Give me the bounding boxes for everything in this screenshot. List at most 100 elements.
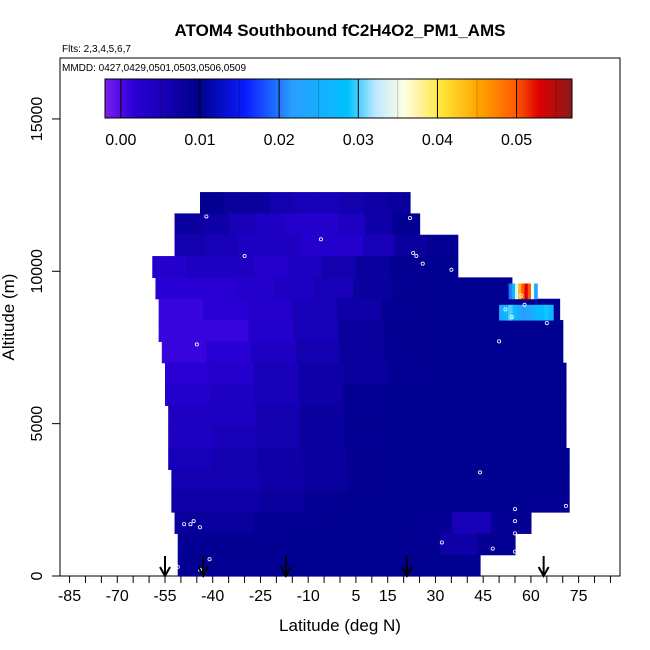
- heatmap-cell: [491, 512, 532, 534]
- heatmap-cell: [527, 283, 532, 300]
- heatmap-cell: [292, 298, 338, 321]
- heatmap-cell: [290, 533, 329, 556]
- heatmap-cell: [177, 533, 216, 556]
- heatmap-cell: [423, 256, 459, 278]
- heatmap-cell: [386, 192, 411, 214]
- heatmap-cell: [177, 554, 212, 577]
- sample-point: [513, 506, 518, 511]
- heatmap-cell: [295, 341, 341, 364]
- colorbar-tick-label: 0.04: [422, 132, 453, 149]
- heatmap-cell: [246, 192, 271, 214]
- colorbar-tick-label: 0.02: [264, 132, 295, 149]
- heatmap-cell: [394, 234, 427, 257]
- heatmap-cell: [252, 533, 291, 556]
- heatmap-cell: [517, 304, 523, 321]
- heatmap-cell: [298, 362, 344, 385]
- heatmap-cell: [392, 213, 421, 236]
- sample-point: [481, 557, 486, 562]
- heatmap-cell: [511, 283, 516, 300]
- heatmap-cell: [237, 234, 270, 257]
- heatmap-cell: [165, 384, 211, 406]
- heatmap-cell: [343, 384, 389, 406]
- heatmap-cell: [268, 234, 302, 257]
- heatmap-cell: [174, 234, 207, 257]
- heatmap-cell: [301, 448, 347, 470]
- heatmap-cell: [432, 362, 478, 385]
- heatmap-cell: [480, 490, 526, 513]
- heatmap-cell: [298, 384, 344, 406]
- heatmap-cell: [521, 405, 567, 428]
- heatmap-cell: [353, 277, 394, 300]
- heatmap-cell: [524, 448, 570, 470]
- y-axis: 0 5000 10000 15000: [29, 97, 60, 580]
- sample-point: [207, 557, 212, 562]
- heatmap-cell: [161, 341, 207, 364]
- heatmap-cell: [256, 213, 285, 236]
- heatmap-cell: [212, 426, 258, 449]
- heatmap-cell: [300, 426, 346, 449]
- heatmap-cell: [508, 304, 514, 321]
- heatmap-cell: [389, 405, 434, 428]
- heatmap-cell: [344, 426, 390, 449]
- sample-point: [503, 307, 508, 312]
- heatmap-cell: [212, 448, 258, 470]
- colorbar-tick-label: 0.05: [501, 132, 532, 149]
- sample-point: [242, 254, 247, 259]
- chart-title: ATOM4 Southbound fC2H4O2_PM1_AMS: [175, 21, 506, 40]
- sample-point: [563, 503, 568, 508]
- x-tick-label: 15: [379, 588, 397, 605]
- heatmap-cell: [440, 533, 479, 556]
- heatmap-cell: [476, 362, 522, 385]
- heatmap-cell: [300, 234, 333, 257]
- heatmap-cell: [477, 426, 523, 449]
- heatmap-cell: [534, 283, 538, 300]
- heatmap-cell: [402, 533, 441, 556]
- heatmap-cell: [168, 426, 213, 449]
- heatmap-cell: [526, 304, 532, 321]
- heatmap-cell: [346, 448, 392, 470]
- heatmap-cell: [392, 469, 438, 492]
- heatmap-cell: [203, 298, 249, 321]
- heatmap-cell: [530, 283, 535, 300]
- x-tick-label: 60: [522, 588, 540, 605]
- heatmap-cell: [548, 304, 554, 321]
- heatmap-cell: [195, 277, 236, 300]
- heatmap-cell: [348, 469, 393, 492]
- sample-point: [194, 342, 199, 347]
- heatmap-cell: [310, 213, 339, 236]
- flight-arrows: [159, 556, 550, 579]
- heatmap-cell: [283, 213, 312, 236]
- heatmap-cell: [344, 405, 390, 428]
- sample-point: [513, 519, 518, 524]
- heatmap-cell: [171, 490, 217, 513]
- sample-point: [191, 519, 196, 524]
- heatmap-cell: [343, 362, 389, 385]
- sample-point: [204, 214, 209, 219]
- heatmap-cell: [432, 384, 478, 406]
- heatmap-cell: [363, 234, 396, 257]
- heatmap-cell: [503, 304, 509, 321]
- heatmap-cell: [521, 384, 567, 406]
- heatmap-cell: [206, 234, 239, 257]
- sample-point: [497, 339, 502, 344]
- colorbar-ticks: 0.00 0.01 0.02 0.03 0.04 0.05: [105, 79, 557, 149]
- x-axis: -85 -70 -55 -40 -25 -10 5 15 30 45 60 75: [58, 576, 611, 605]
- y-tick-label: 10000: [29, 249, 46, 294]
- flight-arrow: [280, 556, 292, 579]
- heatmap-cell: [383, 320, 429, 342]
- heatmap-cell: [215, 490, 261, 513]
- heatmap-cell: [425, 298, 472, 321]
- heatmap-cell: [338, 320, 384, 342]
- heatmap-cell: [518, 341, 564, 364]
- heatmap-cell: [387, 362, 433, 385]
- colorbar-tick-label: 0.01: [184, 132, 215, 149]
- heatmap-cell: [168, 405, 213, 428]
- flight-arrow: [537, 556, 550, 579]
- heatmap-cell: [203, 320, 250, 342]
- sample-point: [477, 470, 482, 475]
- heatmap-cell: [228, 213, 257, 236]
- heatmap-cell: [393, 277, 434, 300]
- heatmap-cell: [372, 512, 413, 534]
- heatmap-cell: [476, 384, 522, 406]
